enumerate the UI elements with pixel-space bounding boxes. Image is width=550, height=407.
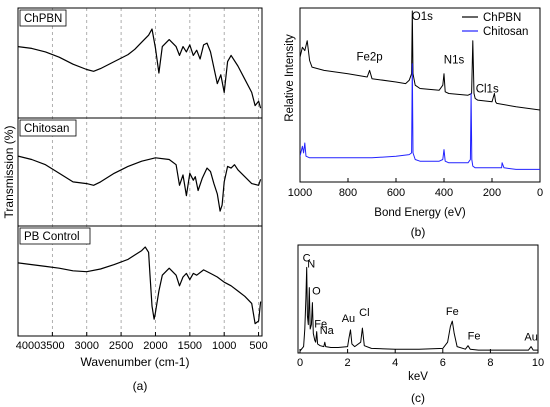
panel-c-x-ticks: 0 2 4 6 8 10 — [297, 349, 544, 369]
element-annotation: O — [312, 286, 321, 298]
element-annotation: Na — [320, 325, 335, 337]
peak-annotation: O1s — [412, 11, 433, 23]
x-tick-label: 800 — [339, 187, 357, 199]
subplot-label-box-pb-control — [19, 227, 91, 245]
panel-b-caption: (b) — [411, 225, 426, 239]
element-annotation: Fe — [314, 319, 327, 331]
x-tick-label: 8 — [487, 357, 493, 369]
x-tick-label: 4 — [392, 357, 398, 369]
subplot-label-box-chpbn — [19, 9, 67, 27]
element-annotation: Au — [524, 332, 537, 344]
ftir-line-chpbn — [18, 28, 262, 109]
eds-spectrum-line — [299, 266, 538, 352]
panel-a-ftir: ChPBN Chitosan PB Control 4000 3500 3000 25… — [2, 7, 268, 393]
panel-b-peak-annotations: O1s Cl1s Fe2p N1s — [356, 11, 498, 95]
panel-a-x-axis-label: Wavenumber (cm-1) — [81, 355, 190, 369]
panel-c-caption: (c) — [411, 391, 425, 405]
x-tick-label: 1000 — [288, 187, 312, 199]
x-tick-label: 2 — [345, 357, 351, 369]
panel-b-y-axis-label: Relative Intensity — [284, 34, 296, 122]
x-tick-label: 200 — [483, 187, 501, 199]
x-tick-label: 6 — [440, 357, 446, 369]
peak-annotation: Cl1s — [476, 83, 499, 95]
x-tick-label: 0 — [537, 187, 543, 199]
xps-line-chitosan — [300, 63, 540, 170]
x-tick-label: 2500 — [109, 340, 133, 352]
element-annotation: N — [307, 259, 315, 271]
panel-b-frame — [299, 7, 541, 183]
x-tick-label: 1000 — [212, 340, 236, 352]
x-tick-label: 0 — [297, 357, 303, 369]
element-annotation: Fe — [468, 331, 481, 343]
legend-label-chpbn: ChPBN — [483, 12, 521, 24]
legend-label-chitosan: Chitosan — [483, 26, 528, 38]
panel-b-xps: 1000 800 600 400 200 0 O1s Cl1s Fe2p N1s ChPBN C… — [284, 7, 543, 239]
x-tick-label: 2000 — [143, 340, 167, 352]
ftir-line-pb-control — [18, 246, 262, 325]
panel-c-frame — [297, 244, 539, 354]
x-tick-label: 4000 — [16, 340, 40, 352]
peak-annotation: N1s — [444, 55, 465, 67]
element-annotation: Fe — [446, 306, 459, 318]
panel-a-caption: (a) — [133, 379, 148, 393]
element-annotation: Au — [342, 313, 355, 325]
x-tick-label: 3000 — [74, 340, 98, 352]
peak-annotation: Fe2p — [356, 51, 382, 63]
x-tick-label: 3500 — [40, 340, 64, 352]
element-annotation: Cl — [359, 307, 369, 319]
subplot-label-chpbn: ChPBN — [24, 13, 62, 25]
x-tick-label: 400 — [435, 187, 453, 199]
panel-b-x-ticks: 1000 800 600 400 200 0 — [288, 178, 543, 199]
panel-c-x-axis-label: keV — [408, 371, 428, 383]
panel-b-x-axis-label: Bond Energy (eV) — [374, 207, 466, 219]
x-tick-label: 1500 — [178, 340, 202, 352]
element-annotation: C — [303, 252, 311, 264]
subplot-label-box-chitosan — [19, 119, 77, 137]
x-tick-label: 10 — [532, 357, 544, 369]
panel-a-gridlines — [51, 8, 259, 336]
panel-a-y-axis-label: Transmission (%) — [2, 126, 16, 219]
ftir-line-chitosan — [18, 155, 262, 212]
panel-a-x-ticks: 4000 3500 3000 2500 2000 1500 1000 500 — [16, 332, 268, 352]
x-tick-label: 600 — [387, 187, 405, 199]
panel-a-frame — [17, 7, 263, 337]
subplot-label-chitosan: Chitosan — [24, 123, 69, 135]
subplot-label-pb-control: PB Control — [24, 231, 80, 243]
xps-line-chpbn — [300, 10, 540, 111]
x-tick-label: 500 — [249, 340, 267, 352]
